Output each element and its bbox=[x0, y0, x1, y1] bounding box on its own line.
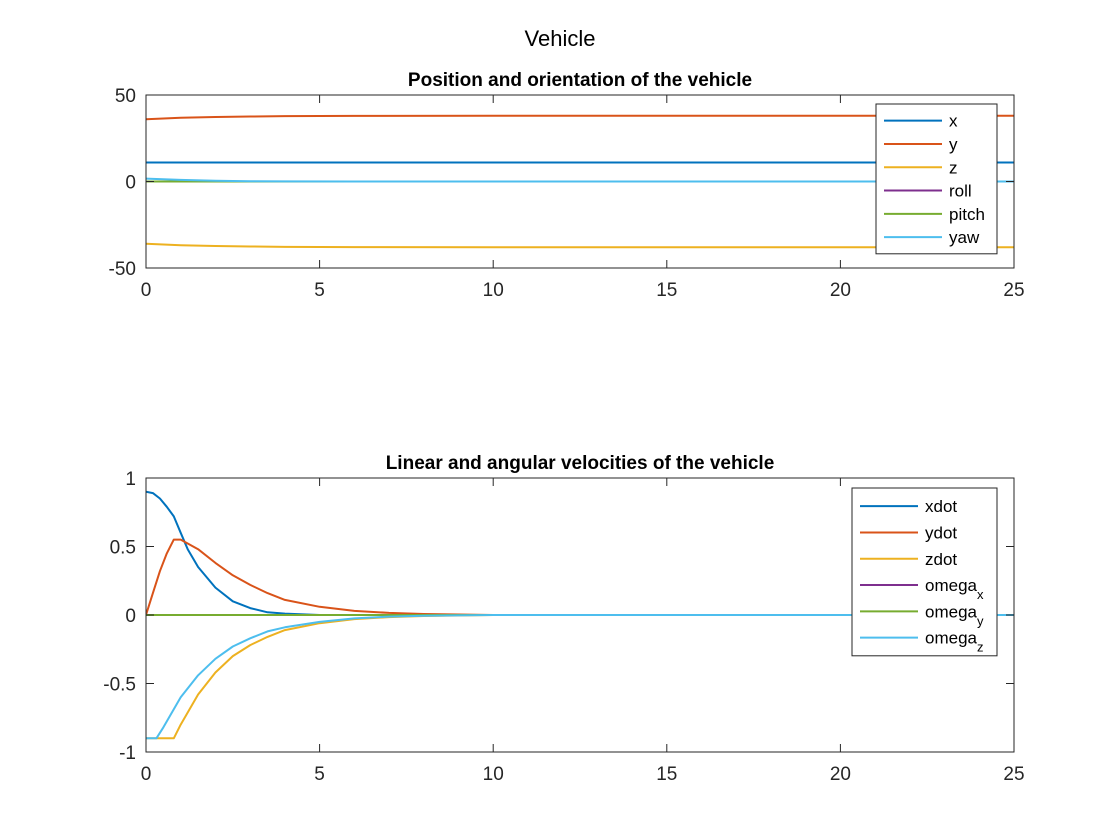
chart-2: Linear and angular velocities of the veh… bbox=[103, 453, 1024, 785]
y-tick-label: 50 bbox=[115, 86, 136, 107]
series-line-yaw bbox=[146, 177, 1014, 183]
x-tick-label: 5 bbox=[314, 280, 325, 301]
series-group bbox=[146, 114, 1014, 249]
legend-label-x: x bbox=[949, 112, 958, 131]
legend: xyz roll pitch yaw bbox=[875, 103, 998, 255]
y-tick-label: -50 bbox=[109, 259, 136, 280]
x-tick-label: 10 bbox=[483, 280, 504, 301]
legend-label-xdot: xdot bbox=[925, 497, 957, 516]
x-tick-label: 25 bbox=[1003, 280, 1024, 301]
x-tick-label: 0 bbox=[141, 280, 152, 301]
y-tick-label: 0 bbox=[125, 173, 136, 194]
series-line-y bbox=[146, 114, 1014, 121]
legend-label-y: y bbox=[949, 135, 958, 154]
figure-title: Vehicle bbox=[525, 26, 596, 51]
chart-title: Position and orientation of the vehicle bbox=[408, 70, 752, 91]
legend-label-yaw: yaw bbox=[949, 228, 980, 247]
x-tick-label: 5 bbox=[314, 764, 325, 785]
series-line-omega-z bbox=[146, 614, 1014, 740]
y-tick-label: 1 bbox=[125, 469, 136, 490]
x-tick-label: 20 bbox=[830, 764, 851, 785]
legend-label-zdot: zdot bbox=[925, 550, 957, 569]
legend-label-ydot: ydot bbox=[925, 523, 957, 542]
chart-1: Position and orientation of the vehicle 0… bbox=[109, 70, 1025, 301]
legend-label-roll: roll bbox=[949, 182, 972, 201]
legend-label-pitch: pitch bbox=[949, 205, 985, 224]
series-line-xdot bbox=[146, 490, 1014, 616]
series-line-z bbox=[146, 242, 1014, 249]
chart-title: Linear and angular velocities of the veh… bbox=[386, 453, 775, 474]
legend-box bbox=[851, 487, 998, 657]
legend-label-subscript: z bbox=[977, 640, 984, 655]
x-tick-label: 15 bbox=[656, 764, 677, 785]
y-tick-label: -0.5 bbox=[103, 675, 136, 696]
x-tick-label: 25 bbox=[1003, 764, 1024, 785]
x-tick-label: 10 bbox=[483, 764, 504, 785]
y-tick-label: -1 bbox=[119, 743, 136, 764]
y-tick-label: 0 bbox=[125, 606, 136, 627]
y-tick-label: 0.5 bbox=[110, 538, 136, 559]
x-tick-label: 0 bbox=[141, 764, 152, 785]
x-tick-label: 20 bbox=[830, 280, 851, 301]
legend-label-z: z bbox=[949, 158, 958, 177]
series-line-ydot bbox=[146, 538, 1014, 616]
x-tick-label: 15 bbox=[656, 280, 677, 301]
legend-label-subscript: x bbox=[977, 587, 984, 602]
legend-box bbox=[875, 103, 998, 255]
legend-label-subscript: y bbox=[977, 613, 984, 628]
